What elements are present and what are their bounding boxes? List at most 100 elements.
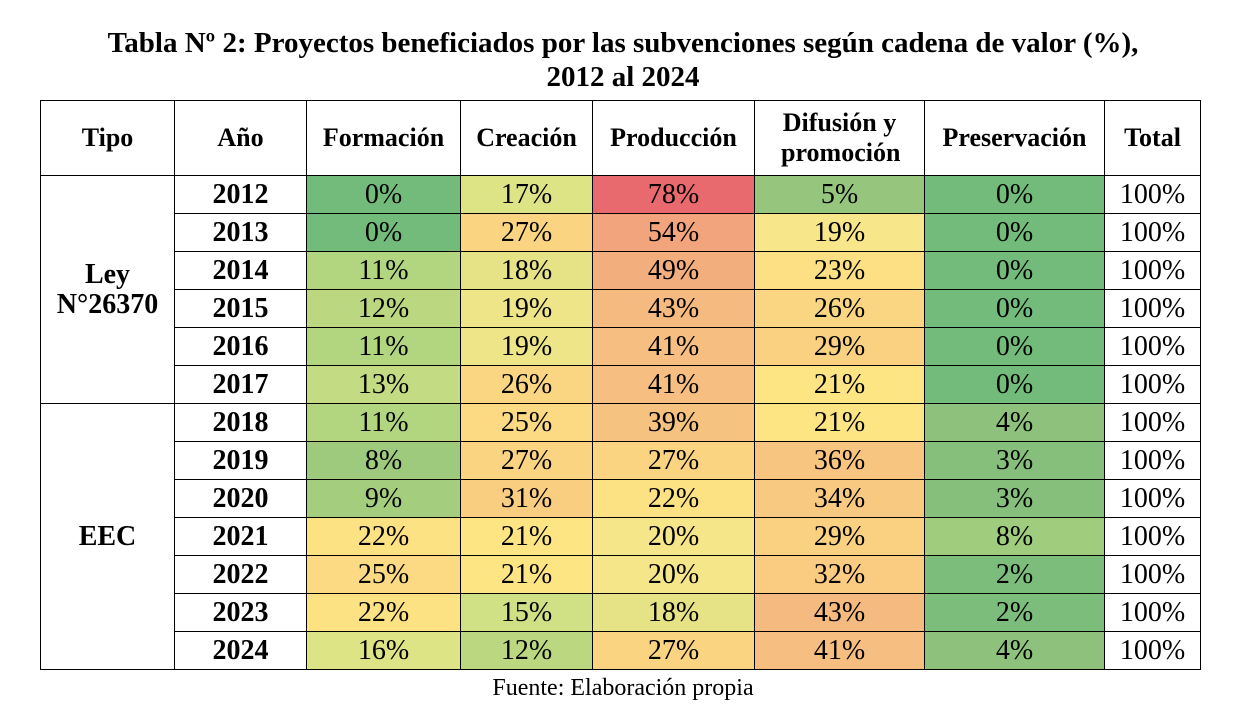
year-cell: 2014	[174, 251, 307, 290]
creacion-cell: 15%	[460, 593, 593, 632]
total-cell: 100%	[1104, 441, 1201, 480]
preservacion-cell: 0%	[924, 213, 1105, 252]
difusion-cell: 5%	[754, 175, 925, 214]
produccion-cell: 18%	[592, 593, 755, 632]
header-produccion: Producción	[592, 100, 755, 176]
creacion-cell: 17%	[460, 175, 593, 214]
total-cell: 100%	[1104, 365, 1201, 404]
produccion-cell: 43%	[592, 289, 755, 328]
produccion-cell: 41%	[592, 327, 755, 366]
year-cell: 2019	[174, 441, 307, 480]
formacion-cell: 8%	[306, 441, 461, 480]
header-formacion: Formación	[306, 100, 461, 176]
difusion-cell: 21%	[754, 403, 925, 442]
difusion-cell: 23%	[754, 251, 925, 290]
formacion-cell: 11%	[306, 251, 461, 290]
difusion-cell: 36%	[754, 441, 925, 480]
table-row: 2014 11% 18% 49% 23% 0% 100%	[41, 251, 1201, 290]
header-preservacion: Preservación	[924, 100, 1105, 176]
creacion-cell: 19%	[460, 327, 593, 366]
source-note: Fuente: Elaboración propia	[492, 675, 754, 701]
header-tipo: Tipo	[40, 100, 175, 176]
preservacion-cell: 0%	[924, 365, 1105, 404]
creacion-cell: 25%	[460, 403, 593, 442]
table-row: 2016 11% 19% 41% 29% 0% 100%	[41, 327, 1201, 366]
year-cell: 2016	[174, 327, 307, 366]
formacion-cell: 13%	[306, 365, 461, 404]
table-row: 2020 9% 31% 22% 34% 3% 100%	[41, 479, 1201, 518]
year-cell: 2023	[174, 593, 307, 632]
formacion-cell: 11%	[306, 327, 461, 366]
formacion-cell: 0%	[306, 175, 461, 214]
data-table: Tipo Año Formación Creación Producción D…	[40, 100, 1201, 670]
table-row: 2024 16% 12% 27% 41% 4% 100%	[41, 631, 1201, 670]
creacion-cell: 26%	[460, 365, 593, 404]
table-row: 2022 25% 21% 20% 32% 2% 100%	[41, 555, 1201, 594]
creacion-cell: 12%	[460, 631, 593, 670]
table-title-line-1: Tabla Nº 2: Proyectos beneficiados por l…	[107, 27, 1139, 59]
preservacion-cell: 4%	[924, 631, 1105, 670]
year-cell: 2021	[174, 517, 307, 556]
total-cell: 100%	[1104, 175, 1201, 214]
table-title-line-2: 2012 al 2024	[546, 61, 700, 93]
difusion-cell: 19%	[754, 213, 925, 252]
total-cell: 100%	[1104, 555, 1201, 594]
table-row: 2015 12% 19% 43% 26% 0% 100%	[41, 289, 1201, 328]
produccion-cell: 39%	[592, 403, 755, 442]
year-cell: 2018	[174, 403, 307, 442]
difusion-cell: 34%	[754, 479, 925, 518]
total-cell: 100%	[1104, 631, 1201, 670]
total-cell: 100%	[1104, 327, 1201, 366]
difusion-cell: 29%	[754, 327, 925, 366]
formacion-cell: 12%	[306, 289, 461, 328]
produccion-cell: 41%	[592, 365, 755, 404]
produccion-cell: 20%	[592, 517, 755, 556]
creacion-cell: 21%	[460, 555, 593, 594]
formacion-cell: 0%	[306, 213, 461, 252]
preservacion-cell: 2%	[924, 555, 1105, 594]
total-cell: 100%	[1104, 479, 1201, 518]
table-row: 2013 0% 27% 54% 19% 0% 100%	[41, 213, 1201, 252]
header-creacion: Creación	[460, 100, 593, 176]
produccion-cell: 20%	[592, 555, 755, 594]
produccion-cell: 27%	[592, 631, 755, 670]
table-body: Ley N°26370 2012 0% 17% 78% 5% 0% 100% 2013 0% 27%…	[40, 175, 1201, 670]
preservacion-cell: 0%	[924, 327, 1105, 366]
formacion-cell: 22%	[306, 593, 461, 632]
year-cell: 2022	[174, 555, 307, 594]
preservacion-cell: 0%	[924, 289, 1105, 328]
preservacion-cell: 3%	[924, 479, 1105, 518]
creacion-cell: 27%	[460, 213, 593, 252]
creacion-cell: 18%	[460, 251, 593, 290]
creacion-cell: 27%	[460, 441, 593, 480]
creacion-cell: 31%	[460, 479, 593, 518]
produccion-cell: 22%	[592, 479, 755, 518]
difusion-cell: 29%	[754, 517, 925, 556]
total-cell: 100%	[1104, 517, 1201, 556]
year-cell: 2017	[174, 365, 307, 404]
creacion-cell: 21%	[460, 517, 593, 556]
formacion-cell: 25%	[306, 555, 461, 594]
formacion-cell: 22%	[306, 517, 461, 556]
creacion-cell: 19%	[460, 289, 593, 328]
table-row: Ley N°26370 2012 0% 17% 78% 5% 0% 100%	[40, 175, 1201, 404]
header-row: Tipo Año Formación Creación Producción D…	[40, 100, 1201, 176]
difusion-cell: 32%	[754, 555, 925, 594]
group-label: EEC	[40, 403, 175, 670]
total-cell: 100%	[1104, 213, 1201, 252]
difusion-cell: 43%	[754, 593, 925, 632]
preservacion-cell: 8%	[924, 517, 1105, 556]
formacion-cell: 16%	[306, 631, 461, 670]
header-difusion: Difusión y promoción	[754, 100, 925, 176]
group-label: Ley N°26370	[40, 175, 175, 404]
preservacion-cell: 0%	[924, 251, 1105, 290]
total-cell: 100%	[1104, 289, 1201, 328]
produccion-cell: 49%	[592, 251, 755, 290]
table-row: EEC 2018 11% 25% 39% 21% 4% 100%	[40, 403, 1201, 670]
produccion-cell: 54%	[592, 213, 755, 252]
total-cell: 100%	[1104, 251, 1201, 290]
preservacion-cell: 0%	[924, 175, 1105, 214]
difusion-cell: 41%	[754, 631, 925, 670]
produccion-cell: 27%	[592, 441, 755, 480]
preservacion-cell: 3%	[924, 441, 1105, 480]
